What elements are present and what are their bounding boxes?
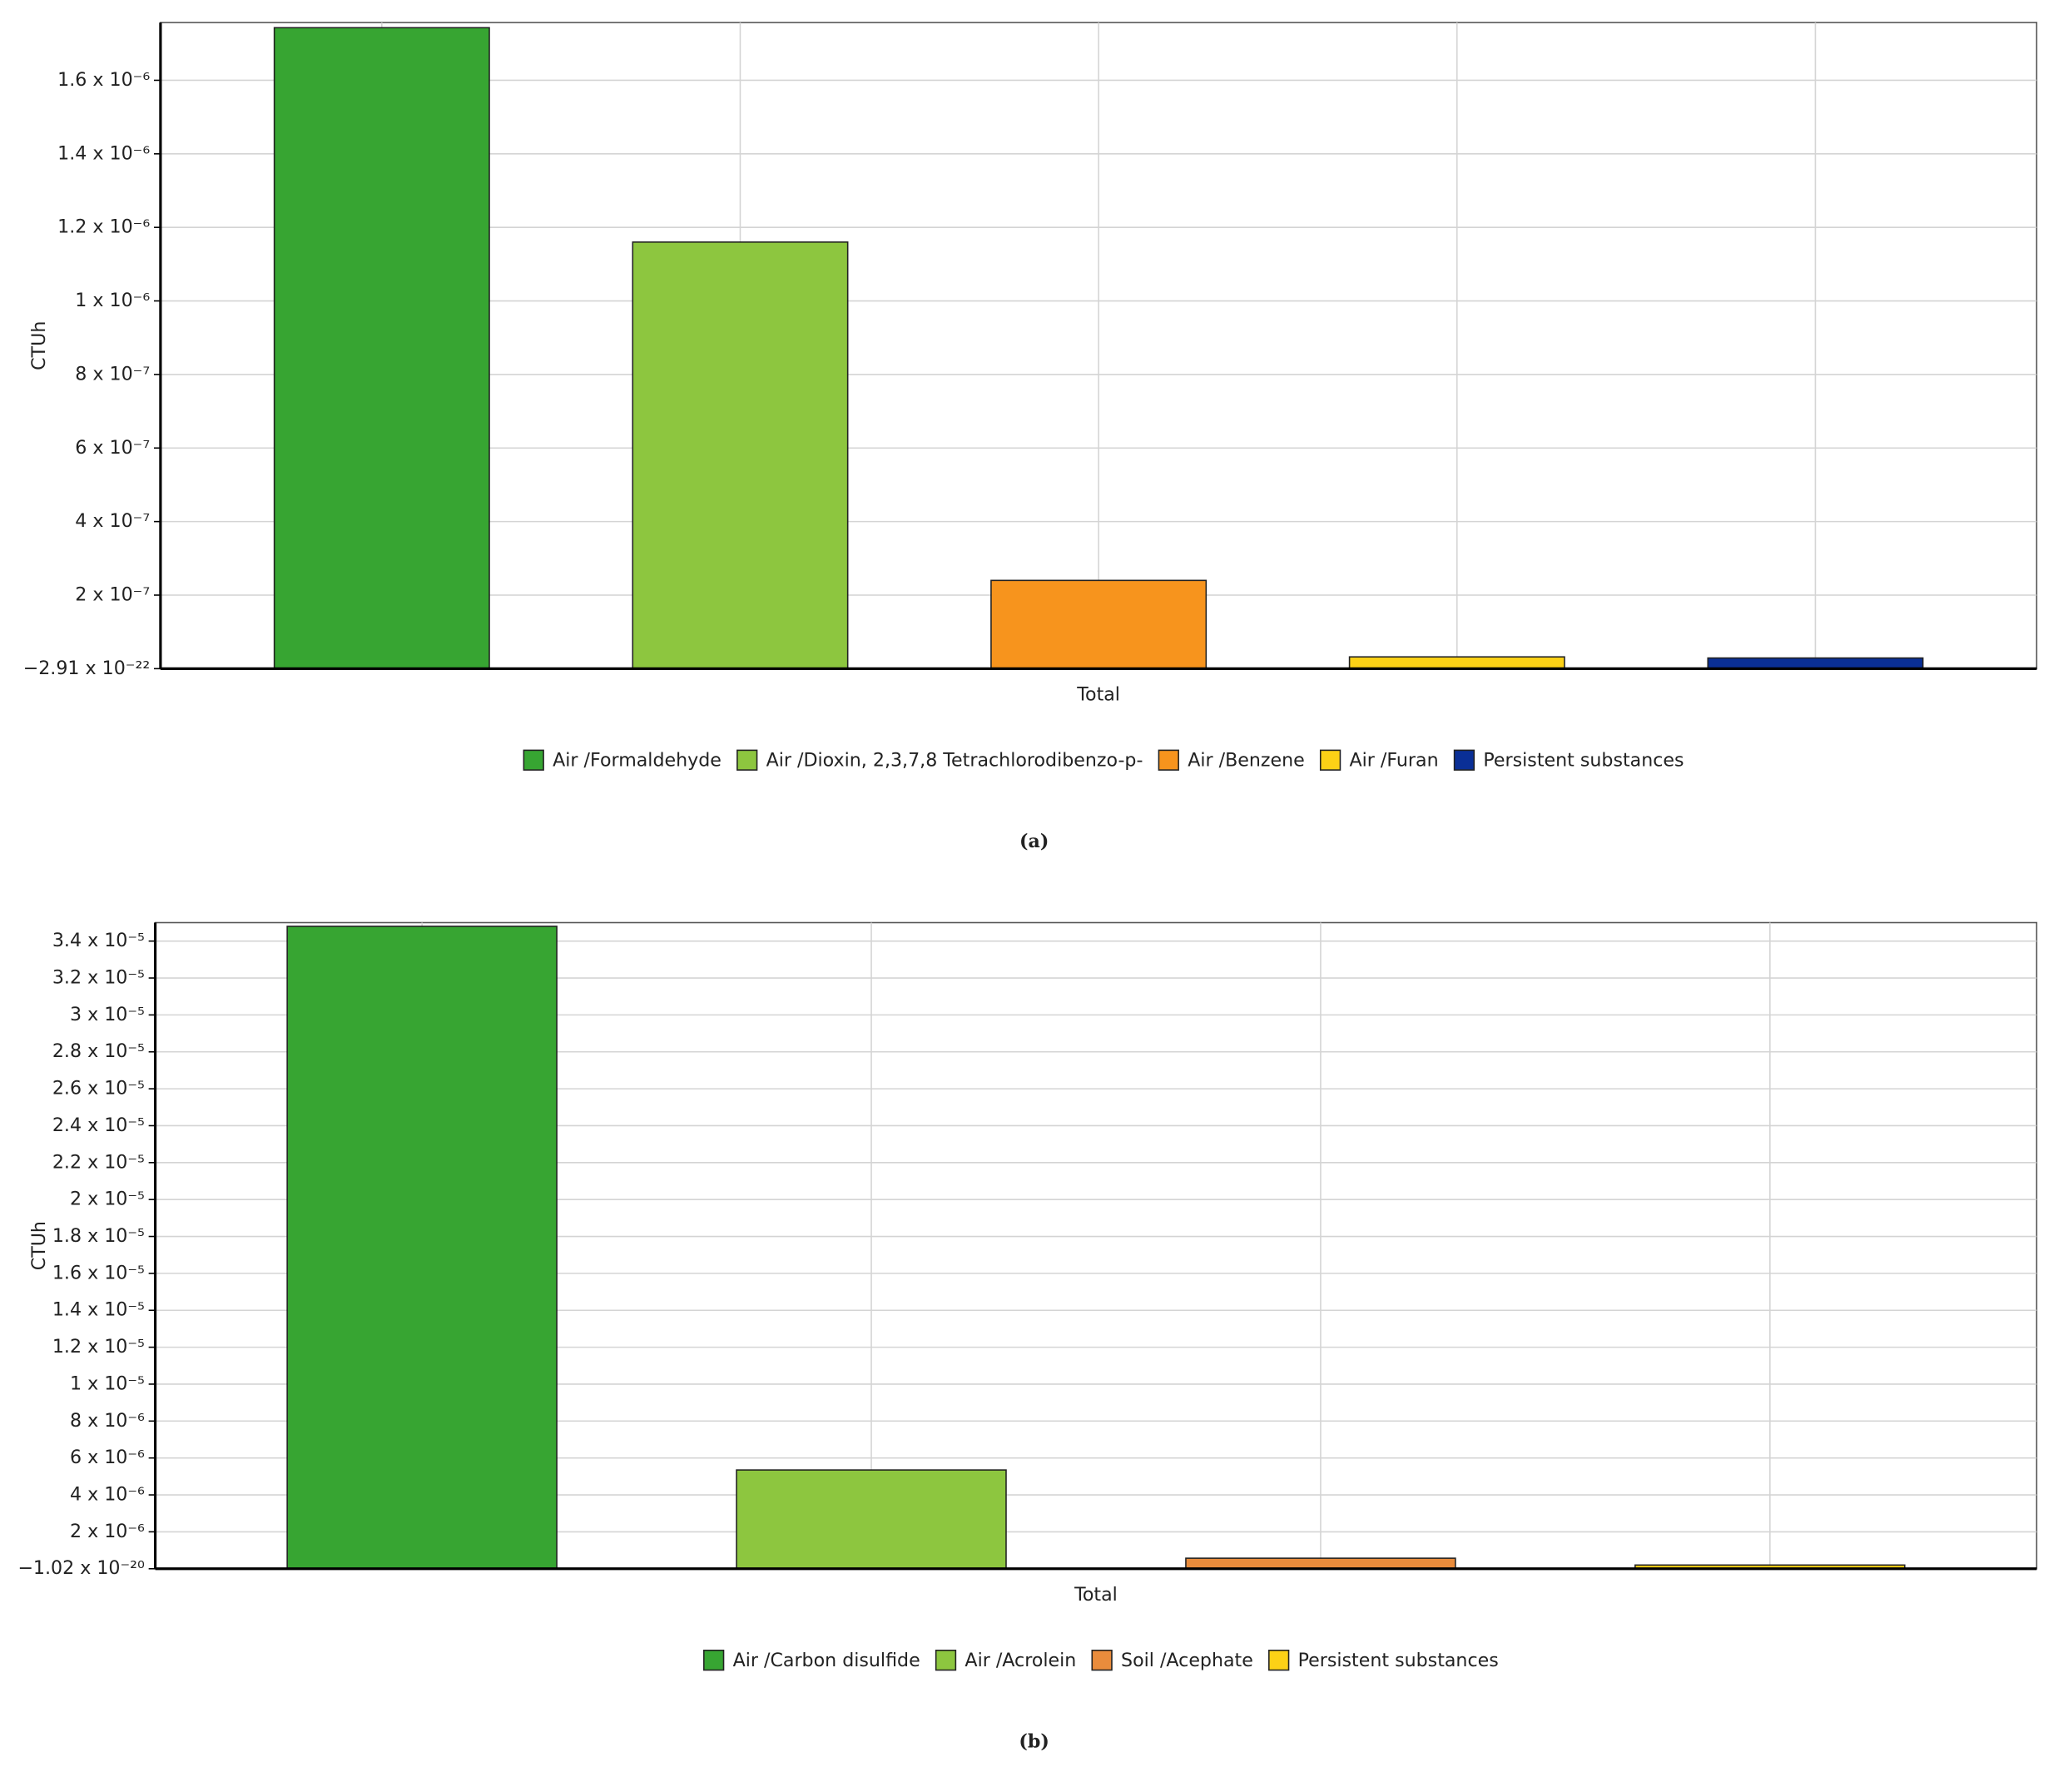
y-tick-label: 1 x 10⁻⁶	[75, 290, 150, 311]
bar	[286, 926, 558, 1570]
y-axis-label: CTUh	[28, 321, 50, 370]
legend-swatch	[703, 1649, 725, 1671]
legend-label: Air /Benzene	[1188, 750, 1305, 772]
y-tick-label: 1.8 x 10⁻⁵	[52, 1225, 145, 1247]
y-tick-label: 2.2 x 10⁻⁵	[52, 1151, 145, 1173]
y-tick-label: 2 x 10⁻⁵	[70, 1189, 145, 1210]
y-tick-label: −2.91 x 10⁻²²	[23, 658, 151, 679]
legend-label: Air /Carbon disulfide	[733, 1650, 920, 1671]
y-tick-label: 1.6 x 10⁻⁶	[57, 69, 150, 91]
y-tick-label: 6 x 10⁻⁷	[75, 437, 150, 459]
legend-swatch	[1268, 1649, 1290, 1671]
y-tick-label: 8 x 10⁻⁶	[70, 1410, 145, 1432]
legend-label: Soil /Acephate	[1121, 1650, 1253, 1671]
chart: −2.91 x 10⁻²² 2 x 10⁻⁷ 4 x 10⁻⁷ 6 x 10⁻⁷ 8 x…	[23, 22, 2038, 852]
y-tick-label: 1 x 10⁻⁵	[70, 1373, 145, 1394]
legend-label: Air /Acrolein	[965, 1650, 1076, 1671]
y-axis-label: CTUh	[28, 1221, 50, 1270]
y-tick-label: 2.6 x 10⁻⁵	[52, 1078, 145, 1100]
chart: −1.02 x 10⁻²⁰ 2 x 10⁻⁶ 4 x 10⁻⁶ 6 x 10⁻⁶ 8 x…	[17, 921, 2038, 1752]
x-tick-label: Total	[1074, 1584, 1118, 1606]
y-tick-label: 1.4 x 10⁻⁶	[57, 142, 150, 164]
legend-swatch	[736, 749, 758, 771]
y-tick-label: 3.4 x 10⁻⁵	[52, 930, 145, 951]
y-tick-label: 2.8 x 10⁻⁵	[52, 1040, 145, 1062]
legend-label: Persistent substances	[1483, 750, 1684, 772]
panel-label: (b)	[1019, 1730, 1049, 1752]
legend-swatch	[523, 749, 544, 771]
x-tick-label: Total	[1076, 683, 1120, 705]
y-tick-label: 2 x 10⁻⁷	[75, 583, 150, 605]
bar	[1707, 657, 1924, 670]
y-tick-label: 1.6 x 10⁻⁵	[52, 1262, 145, 1283]
legend-swatch	[1319, 749, 1341, 771]
bar	[1185, 1557, 1456, 1570]
bar	[632, 241, 849, 670]
legend-label: Air /Dioxin, 2,3,7,8 Tetrachlorodibenzo-…	[766, 750, 1143, 772]
legend-label: Persistent substances	[1298, 1650, 1499, 1671]
y-tick-label: −1.02 x 10⁻²⁰	[17, 1557, 145, 1579]
y-tick-label: 4 x 10⁻⁷	[75, 510, 150, 532]
y-tick-label: 3 x 10⁻⁵	[70, 1004, 145, 1025]
panel-label: (a)	[1019, 831, 1049, 852]
y-tick-label: 2.4 x 10⁻⁵	[52, 1114, 145, 1136]
y-tick-label: 6 x 10⁻⁶	[70, 1447, 145, 1468]
y-tick-label: 2 x 10⁻⁶	[70, 1521, 145, 1542]
y-tick-label: 1.4 x 10⁻⁵	[52, 1299, 145, 1321]
y-tick-label: 3.2 x 10⁻⁵	[52, 967, 145, 989]
bar	[990, 579, 1208, 670]
legend-swatch	[1091, 1649, 1113, 1671]
y-tick-label: 8 x 10⁻⁷	[75, 363, 150, 385]
legend-swatch	[1158, 749, 1179, 771]
legend-swatch	[935, 1649, 957, 1671]
y-tick-label: 4 x 10⁻⁶	[70, 1484, 145, 1506]
y-tick-label: 1.2 x 10⁻⁵	[52, 1336, 145, 1358]
legend-swatch	[1453, 749, 1475, 771]
legend-label: Air /Furan	[1350, 750, 1439, 772]
y-tick-label: 1.2 x 10⁻⁶	[57, 216, 150, 238]
legend: Air /Formaldehyde Air /Dioxin, 2,3,7,8 Te…	[523, 750, 1684, 772]
legend: Air /Carbon disulfide Air /Acrolein Soil /…	[703, 1649, 1499, 1671]
bar	[273, 27, 490, 670]
bar	[1348, 656, 1565, 670]
bar	[736, 1469, 1007, 1570]
legend-label: Air /Formaldehyde	[553, 750, 722, 772]
